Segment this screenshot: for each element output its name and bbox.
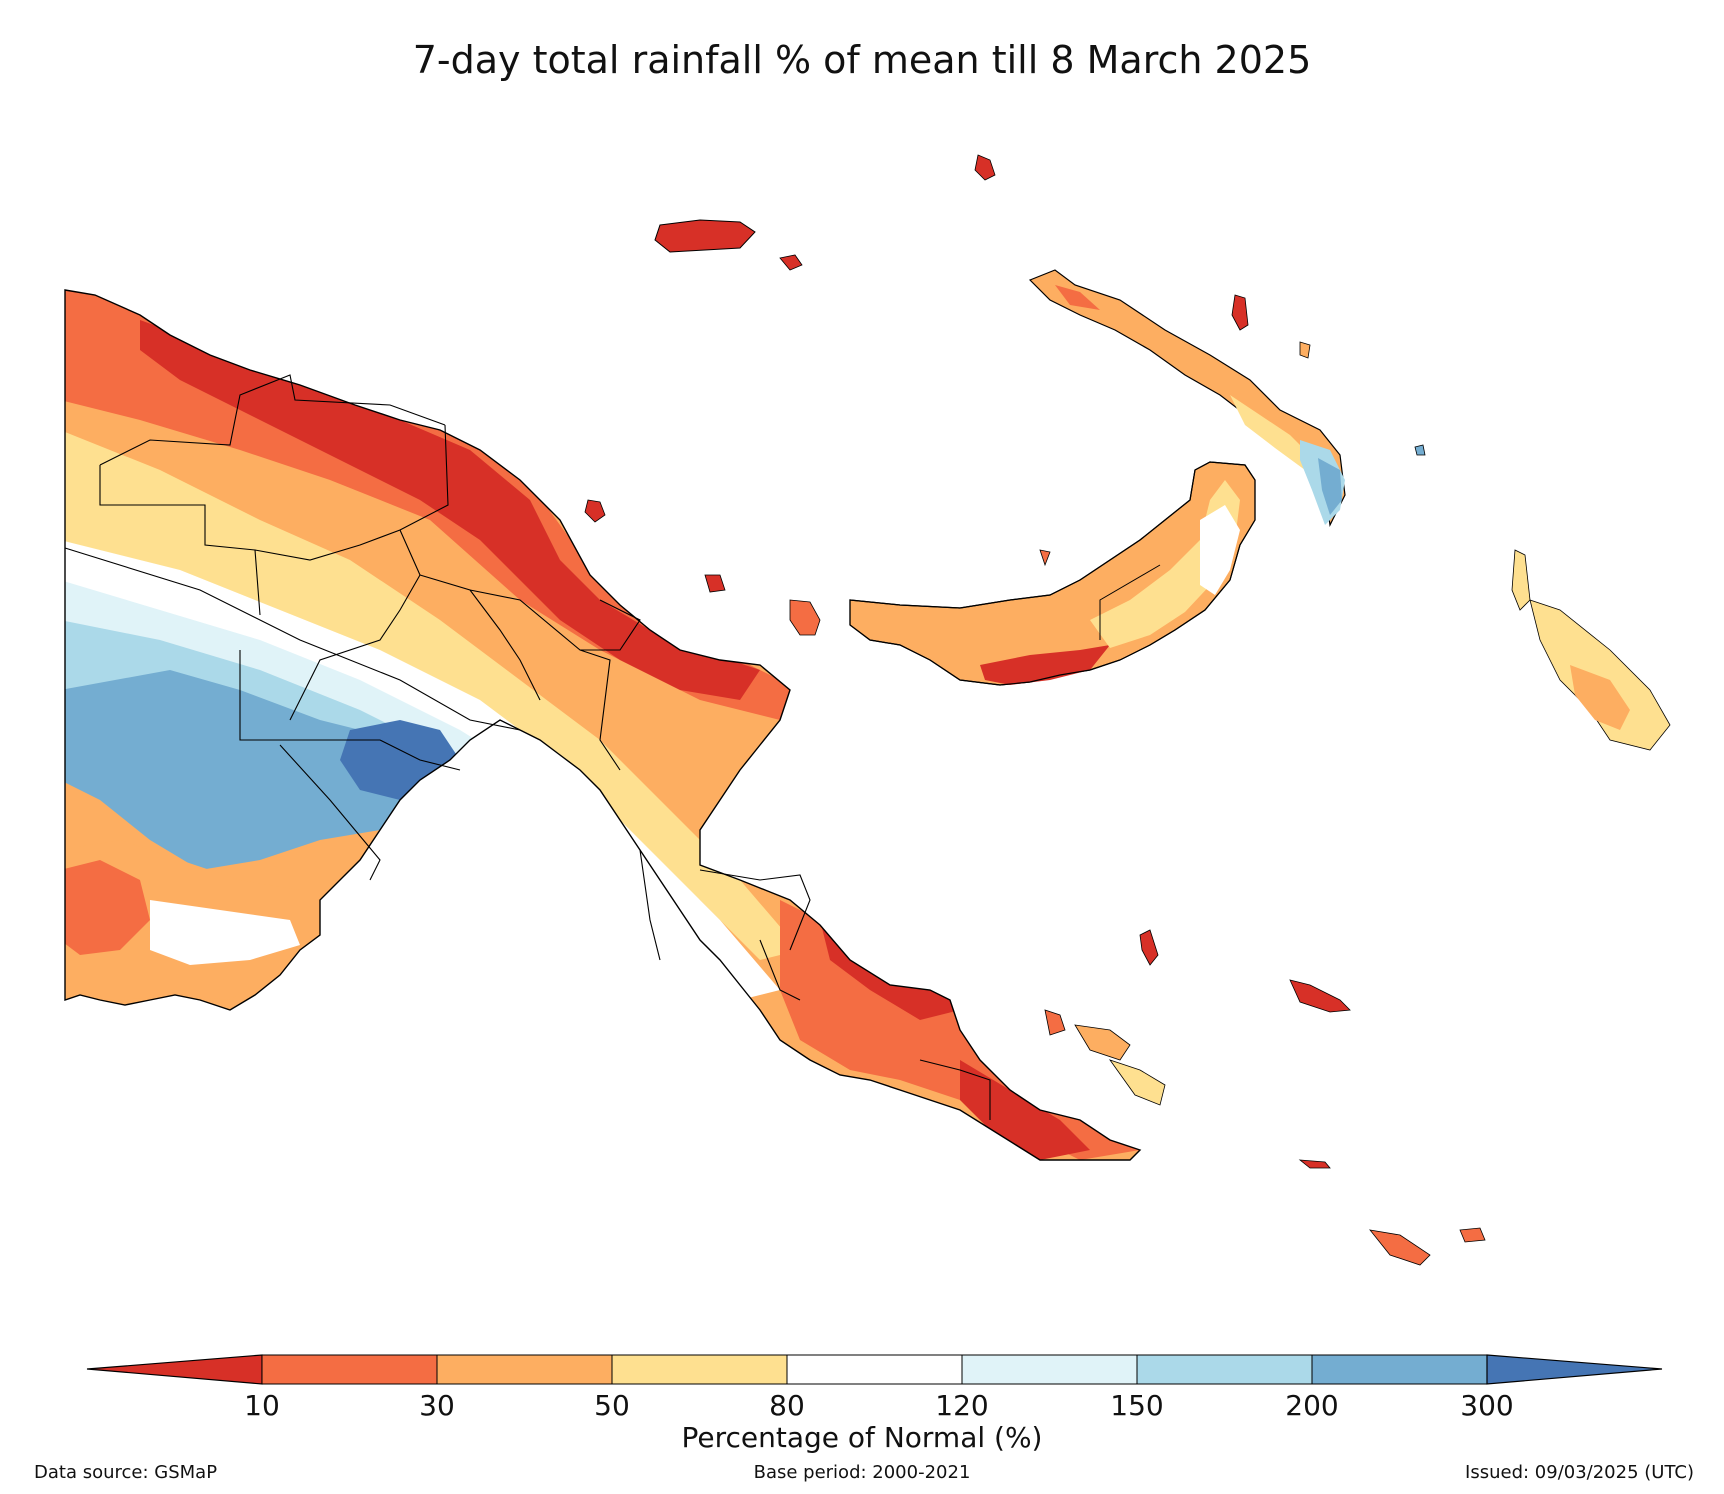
map-title: 7-day total rainfall % of mean till 8 Ma…: [412, 38, 1312, 82]
base-period-note: Base period: 2000-2021: [753, 1462, 971, 1483]
colorbar-bin: [1311, 1354, 1488, 1385]
colorbar-tick: 50: [594, 1389, 630, 1422]
colorbar-tick: 10: [244, 1389, 280, 1422]
colorbar-label: Percentage of Normal (%): [681, 1421, 1043, 1454]
colorbar-extend-low: [86, 1354, 263, 1385]
colorbar-tick: 120: [935, 1389, 989, 1422]
milne-bay-islands: [1044, 929, 1486, 1266]
colorbar-bin: [611, 1354, 788, 1385]
new-ireland-island: [1028, 269, 1346, 527]
small-northern-islands: [584, 154, 1671, 751]
mainland-png: [64, 289, 1142, 1161]
new-britain-island: [849, 461, 1256, 686]
colorbar-bin: [786, 1354, 963, 1385]
manus-island: [654, 219, 803, 271]
colorbar-tick: 150: [1110, 1389, 1164, 1422]
colorbar-bin: [961, 1354, 1138, 1385]
colorbar-extend-high: [1486, 1354, 1663, 1385]
province-boundaries: [64, 374, 991, 1120]
colorbar: [86, 1354, 1663, 1385]
colorbar-tick: 200: [1285, 1389, 1339, 1422]
bougainville-core: [1570, 665, 1630, 730]
colorbar-bin: [436, 1354, 613, 1385]
colorbar-bin: [261, 1354, 438, 1385]
data-source-note: Data source: GSMaP: [34, 1462, 218, 1483]
colorbar-bin: [1136, 1354, 1313, 1385]
colorbar-tick: 30: [419, 1389, 455, 1422]
colorbar-tick: 300: [1460, 1389, 1514, 1422]
colorbar-tick: 80: [769, 1389, 805, 1422]
issued-date-note: Issued: 09/03/2025 (UTC): [1465, 1462, 1694, 1483]
